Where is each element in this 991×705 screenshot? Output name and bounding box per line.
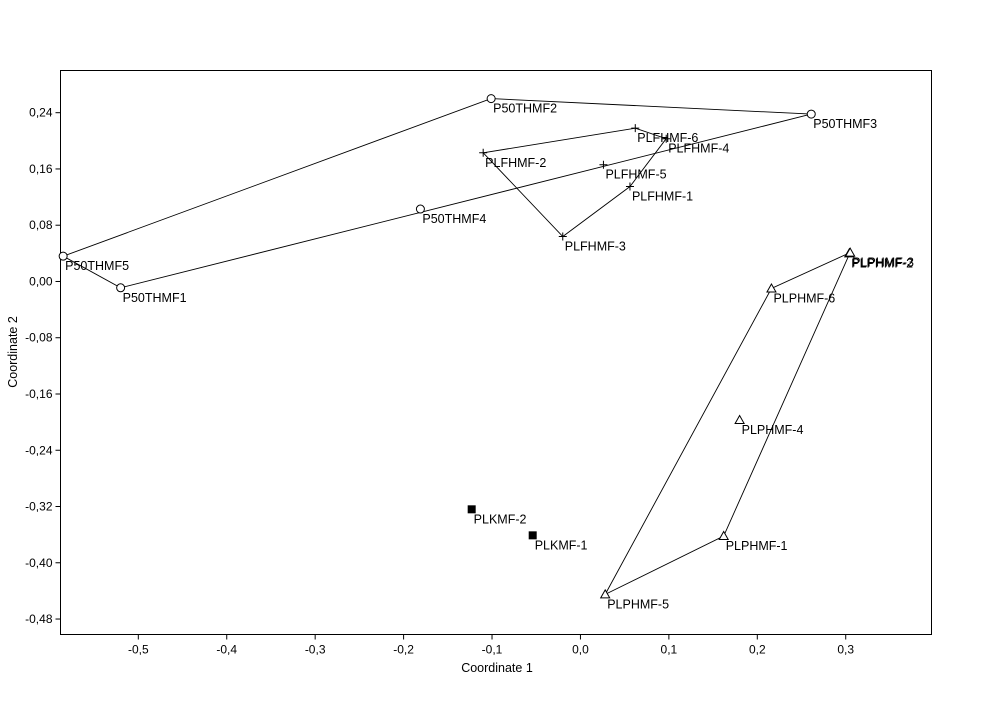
point-label: PLPHMF-2 — [851, 256, 913, 270]
triangle-marker — [844, 247, 856, 257]
plot-frame — [60, 70, 932, 635]
point-label: PLFHMF-1 — [632, 190, 693, 204]
plus-marker — [625, 182, 634, 191]
point-label: P50THMF3 — [813, 117, 877, 131]
point-label: PLFHMF-2 — [485, 156, 546, 170]
point-plfhmf-6: PLFHMF-6 — [631, 124, 698, 145]
y-tick-label: 0,00 — [29, 274, 53, 288]
point-label: PLKMF-1 — [535, 538, 588, 552]
triangle-marker — [599, 588, 611, 599]
x-tick-label: -0,3 — [305, 643, 326, 657]
triangle-marker — [718, 530, 730, 541]
x-tick-label: -0,2 — [393, 643, 414, 657]
x-tick-label: -0,4 — [216, 643, 237, 657]
point-plphmf-1: PLPHMF-1 — [718, 530, 788, 553]
point-plfhmf-5: PLFHMF-5 — [599, 160, 667, 182]
axis-ticks: -0,5 -0,4 -0,3 -0,2 -0,1 0,0 0,1 0,2 0,3 0,24 0,16… — [25, 106, 854, 657]
convex-hulls — [62, 98, 851, 596]
point-plfhmf-3: PLFHMF-3 — [558, 232, 626, 253]
point-label: PLPHMF-1 — [726, 539, 788, 553]
plus-marker — [479, 148, 488, 157]
point-label: PLFHMF-4 — [668, 142, 729, 156]
point-label: P50THMF4 — [422, 212, 486, 226]
square-marker — [528, 531, 537, 540]
plus-marker — [631, 124, 640, 133]
x-tick-label: 0,1 — [661, 643, 678, 657]
group-hull — [62, 98, 812, 289]
data-points: P50THMF1 P50THMF2 P50THMF3 P50THMF4 P50THMF5… — [58, 94, 914, 611]
point-plphmf-5: PLPHMF-5 — [599, 588, 669, 611]
triangle-marker — [734, 414, 745, 425]
x-tick-label: 0,3 — [837, 643, 854, 657]
point-label: P50THMF5 — [65, 259, 129, 273]
square-marker — [467, 505, 476, 514]
y-tick-label: 0,16 — [29, 162, 53, 176]
x-axis-label: Coordinate 1 — [461, 661, 533, 675]
x-tick-label: 0,2 — [749, 643, 766, 657]
point-plfhmf-4: PLFHMF-4 — [662, 134, 729, 156]
point-plphmf-6: PLPHMF-6 — [766, 282, 835, 306]
circle-marker — [415, 204, 425, 214]
circle-marker — [486, 94, 496, 104]
y-tick-label: -0,32 — [25, 500, 53, 514]
point-plkmf-2: PLKMF-2 — [467, 505, 527, 526]
y-tick-label: -0,16 — [25, 387, 53, 401]
y-tick-label: 0,08 — [29, 218, 53, 232]
point-label: P50THMF2 — [493, 102, 557, 116]
point-label: PLFHMF-3 — [565, 239, 626, 253]
point-label: PLFHMF-5 — [605, 168, 666, 182]
point-p50thmf1: P50THMF1 — [116, 283, 187, 305]
x-tick-label: -0,5 — [128, 643, 149, 657]
y-tick-label: -0,48 — [25, 612, 53, 626]
plus-marker — [662, 134, 671, 143]
point-p50thmf5: P50THMF5 — [58, 251, 129, 273]
point-label: P50THMF1 — [123, 291, 187, 305]
y-tick-label: -0,24 — [25, 443, 53, 457]
point-p50thmf4: P50THMF4 — [415, 204, 486, 226]
point-label: PLFHMF-6 — [637, 131, 698, 145]
point-plfhmf-2: PLFHMF-2 — [479, 148, 546, 170]
point-label: PLPHMF-5 — [607, 597, 669, 611]
circle-marker — [806, 109, 816, 119]
group-hull — [482, 127, 667, 238]
circle-marker — [116, 283, 126, 293]
plus-marker — [558, 232, 567, 241]
x-tick-label: -0,1 — [482, 643, 503, 657]
point-p50thmf3: P50THMF3 — [806, 109, 877, 131]
y-tick-label: -0,40 — [25, 556, 53, 570]
x-tick-label: 0,0 — [572, 643, 589, 657]
circle-marker — [58, 251, 68, 261]
point-label: PLPHMF-3 — [852, 256, 914, 270]
y-axis-label: Coordinate 2 — [6, 316, 20, 388]
point-plphmf-4: PLPHMF-4 — [734, 414, 804, 437]
point-plfhmf-1: PLFHMF-1 — [625, 182, 693, 204]
y-tick-label: -0,08 — [25, 331, 53, 345]
plus-marker — [599, 160, 608, 169]
y-tick-label: 0,24 — [29, 106, 53, 120]
point-label: PLPHMF-6 — [773, 292, 835, 306]
point-plkmf-1: PLKMF-1 — [528, 531, 588, 552]
point-label: PLPHMF-4 — [742, 423, 804, 437]
point-plphmf-3: PLPHMF-3 — [844, 247, 914, 270]
triangle-marker — [766, 282, 777, 293]
point-p50thmf2: P50THMF2 — [486, 94, 557, 116]
point-label: PLKMF-2 — [474, 512, 527, 526]
